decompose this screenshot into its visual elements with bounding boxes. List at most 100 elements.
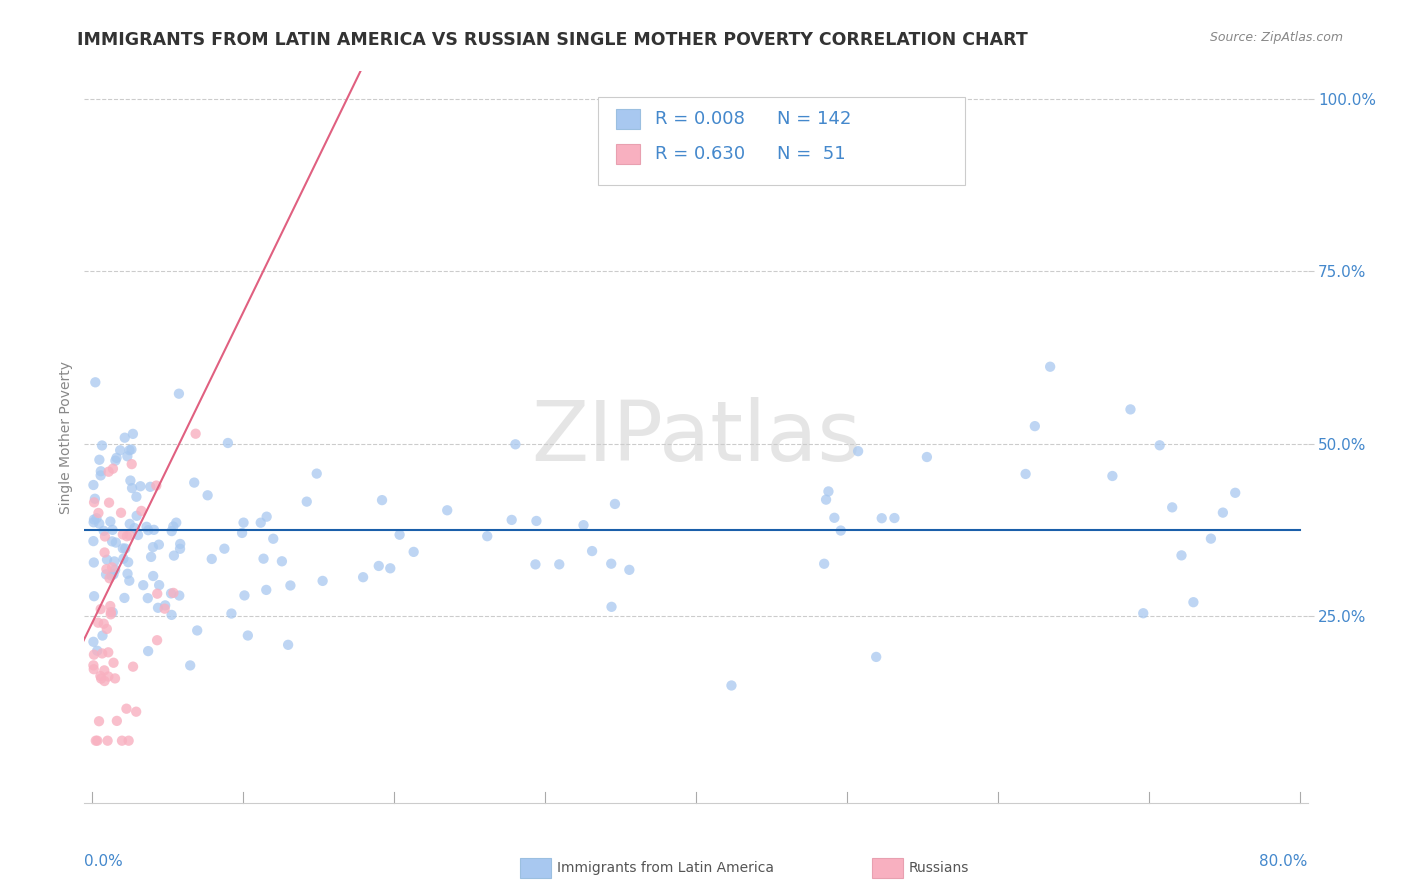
Point [105,450,128,465]
Point [84,376,107,390]
Point [121,457,143,471]
Point [201,552,224,566]
Point [183,475,205,490]
Point [1101,469,1123,483]
Point [184,426,207,441]
Point [120,474,142,488]
Point [477,529,499,543]
Point [118,574,141,588]
Point [93,524,115,538]
Point [83,648,105,662]
Text: IMMIGRANTS FROM LATIN AMERICA VS RUSSIAN SINGLE MOTHER POVERTY CORRELATION CHART: IMMIGRANTS FROM LATIN AMERICA VS RUSSIAN… [77,31,1028,49]
Point [91,629,114,643]
Point [110,506,132,520]
Point [139,549,162,564]
Point [114,431,136,445]
Point [572,518,595,533]
Point [619,563,641,577]
Point [90,464,112,478]
Point [142,569,165,583]
Point [254,582,277,597]
Point [86,511,108,525]
Point [1199,532,1222,546]
Point [236,628,259,642]
Point [153,599,176,613]
Point [883,511,905,525]
Point [526,514,548,528]
Bar [616,109,641,129]
Point [221,607,243,621]
Point [93,664,115,678]
Point [101,560,124,574]
Point [142,523,165,537]
Point [90,468,112,483]
Point [122,659,145,673]
Point [169,537,191,551]
Point [114,541,136,556]
Point [603,497,626,511]
Point [101,605,124,619]
FancyBboxPatch shape [598,97,965,185]
Point [256,509,278,524]
Point [124,521,146,535]
Point [96,562,118,576]
Point [165,516,187,530]
Point [600,599,623,614]
Point [114,591,136,605]
Point [97,733,120,747]
Point [167,386,190,401]
Point [96,552,118,566]
Point [136,644,159,658]
Point [311,574,333,588]
Point [86,644,108,658]
Bar [616,144,641,164]
Point [82,635,104,649]
Point [115,702,138,716]
Point [600,557,623,571]
Point [87,506,110,520]
Point [103,567,125,582]
Point [115,529,138,543]
Point [90,602,112,616]
Point [87,714,110,729]
Point [1149,438,1171,452]
Text: R = 0.630: R = 0.630 [655,145,745,163]
Point [118,443,141,458]
Text: 0.0%: 0.0% [84,854,124,869]
Point [231,525,253,540]
Point [1132,606,1154,620]
Point [305,467,328,481]
Point [93,545,115,559]
Point [1225,485,1247,500]
Point [581,544,603,558]
Point [125,490,148,504]
Point [142,540,165,554]
Point [271,554,294,568]
Point [90,672,112,686]
Point [233,589,256,603]
Point [129,479,152,493]
Point [98,571,121,585]
Point [524,558,547,572]
Point [100,568,122,582]
Point [101,534,124,549]
Point [111,541,134,556]
Text: ZIPatlas: ZIPatlas [531,397,860,477]
Point [1170,549,1192,563]
Point [112,551,135,566]
Point [103,656,125,670]
Point [295,494,318,508]
Point [160,607,183,622]
Point [111,527,134,541]
Point [83,556,105,570]
Point [1182,595,1205,609]
Point [97,669,120,683]
Point [388,527,411,541]
Point [915,450,938,464]
Point [120,442,142,457]
Point [98,599,121,613]
Point [1024,419,1046,434]
Point [117,566,139,581]
Point [139,480,162,494]
Point [1039,359,1062,374]
